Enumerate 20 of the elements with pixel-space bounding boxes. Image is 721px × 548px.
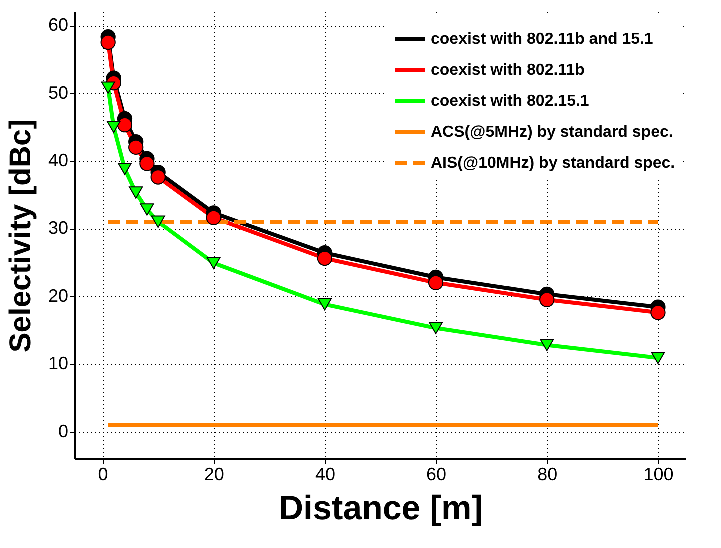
y-axis-title: Selectivity [dBc] [4, 119, 38, 353]
y-tick-label: 10 [48, 354, 68, 374]
y-tick-label: 40 [48, 150, 68, 170]
x-tick-label: 20 [204, 464, 224, 484]
legend-label: AIS(@10MHz) by standard spec. [431, 155, 676, 172]
legend-label: ACS(@5MHz) by standard spec. [431, 124, 674, 141]
y-tick-label: 30 [48, 218, 68, 238]
x-tick-label: 80 [538, 464, 558, 484]
x-tick-label: 100 [644, 464, 674, 484]
legend-label: coexist with 802.11b and 15.1 [431, 31, 654, 48]
x-tick-label: 0 [98, 464, 108, 484]
x-tick-label: 60 [426, 464, 447, 484]
y-tick-label: 50 [48, 82, 68, 103]
y-tick-label: 20 [48, 286, 68, 306]
x-tick-label: 40 [315, 464, 336, 484]
legend-label: coexist with 802.15.1 [431, 93, 590, 110]
x-axis-title: Distance [m] [278, 490, 484, 528]
y-tick-label: 0 [58, 421, 68, 442]
legend-label: coexist with 802.11b [431, 62, 586, 79]
y-tick-label: 60 [48, 15, 68, 36]
